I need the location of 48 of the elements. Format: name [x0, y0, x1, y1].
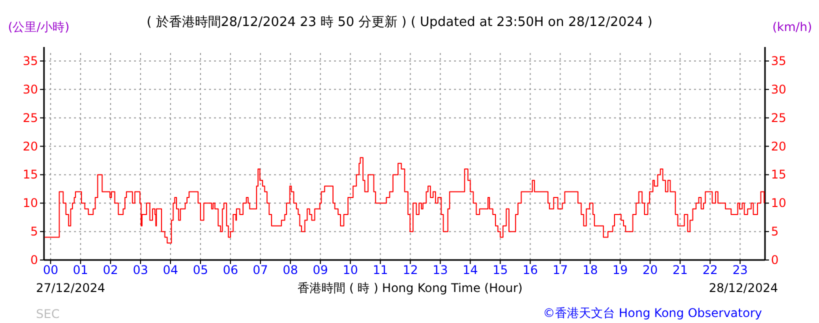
y2-tick-label: 30 — [771, 82, 786, 96]
y2-tick-label: 10 — [771, 196, 786, 210]
x-tick-label: 15 — [492, 263, 508, 277]
x-tick-label: 00 — [42, 263, 58, 277]
x-axis-title: 香港時間 ( 時 ) Hong Kong Time (Hour) — [297, 281, 523, 295]
x-tick-label: 09 — [312, 263, 328, 277]
y-tick-label: 30 — [22, 82, 38, 96]
x-tick-label: 21 — [672, 263, 688, 277]
x-tick-label: 02 — [102, 263, 118, 277]
y2-tick-label: 35 — [771, 54, 786, 68]
y-tick-label: 15 — [22, 168, 38, 182]
y2-tick-label: 25 — [771, 110, 786, 125]
y2-tick-label: 5 — [771, 224, 779, 239]
y2-tick-label: 15 — [771, 168, 786, 182]
text: SEC — [36, 307, 60, 321]
y2-tick-label: 20 — [771, 139, 786, 154]
y2-tick-label: 0 — [771, 253, 779, 267]
x-tick-label: 14 — [462, 263, 478, 277]
x-tick-label: 07 — [252, 263, 268, 277]
x-tick-label: 17 — [552, 263, 568, 277]
text: ©香港天文台 Hong Kong Observatory — [542, 306, 762, 320]
x-tick-label: 10 — [342, 263, 358, 277]
x-tick-label: 04 — [162, 263, 178, 277]
x-tick-label: 08 — [282, 263, 298, 277]
x-tick-label: 23 — [732, 263, 748, 277]
y-tick-label: 5 — [30, 224, 38, 239]
x-tick-label: 22 — [702, 263, 718, 277]
y-tick-label: 25 — [22, 110, 38, 125]
y-tick-label: 10 — [22, 196, 38, 210]
x-tick-label: 20 — [642, 263, 658, 277]
x-tick-label: 03 — [132, 263, 148, 277]
x-tick-label: 12 — [402, 263, 418, 277]
text: 27/12/2024 — [36, 281, 106, 295]
x-tick-label: 05 — [192, 263, 208, 277]
y-axis-title: (公里/小時) — [8, 20, 70, 34]
x-tick-label: 11 — [372, 263, 388, 277]
x-tick-label: 16 — [522, 263, 538, 277]
x-tick-label: 01 — [72, 263, 88, 277]
y-tick-label: 35 — [22, 54, 38, 68]
x-tick-label: 18 — [582, 263, 598, 277]
text: 28/12/2024 — [708, 281, 778, 295]
y2-axis-title: (km/h) — [772, 20, 812, 34]
x-tick-label: 13 — [432, 263, 448, 277]
y-tick-label: 0 — [30, 253, 38, 267]
x-tick-label: 06 — [222, 263, 238, 277]
y-tick-label: 20 — [22, 139, 38, 154]
chart-title: ( 於香港時間28/12/2024 23 時 50 分更新 ) ( Updated at 23:50H on 28/12/2024 ) — [146, 15, 652, 30]
x-tick-label: 19 — [612, 263, 628, 277]
